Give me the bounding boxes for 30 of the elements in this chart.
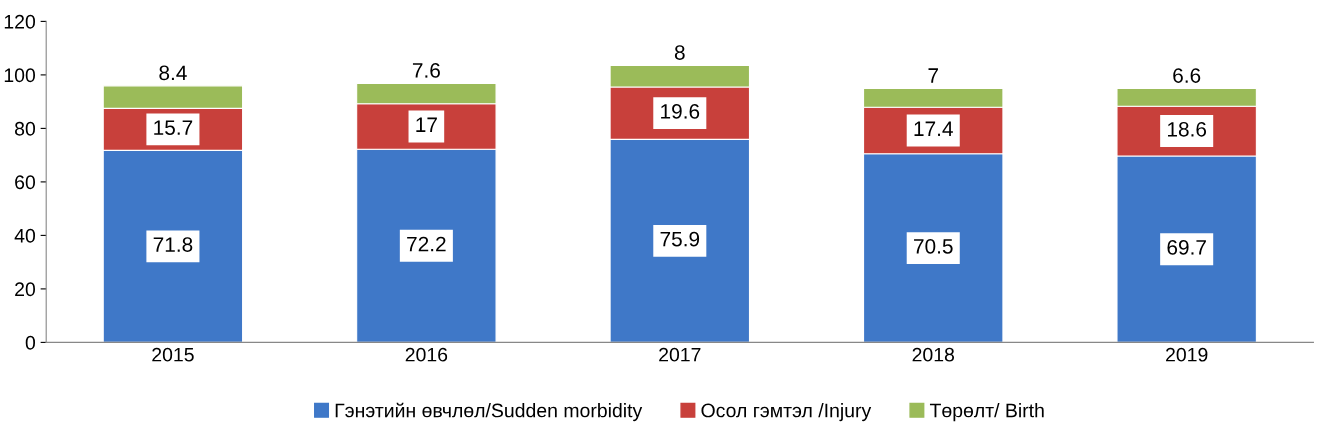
y-tick-label: 120 [4, 14, 36, 29]
data-label: 19.6 [661, 103, 700, 119]
data-label: 17 [416, 117, 437, 132]
x-tick-label: 2015 [152, 347, 194, 362]
y-tick-label: 80 [15, 121, 36, 136]
y-tick-label: 40 [14, 228, 36, 243]
data-label: 69.7 [1167, 240, 1206, 255]
data-label: 15.7 [154, 120, 193, 135]
y-tick-label: 60 [15, 175, 36, 190]
data-label: 8.4 [159, 65, 187, 81]
data-label: 75.9 [660, 231, 700, 247]
legend-label: Осол гэмтэл /Injury [701, 403, 872, 422]
data-label: 18.6 [1168, 121, 1207, 137]
data-label: 71.8 [153, 237, 193, 252]
data-label: 7 [928, 68, 938, 83]
y-tick-label: 20 [15, 282, 36, 297]
x-tick-label: 2016 [405, 347, 448, 362]
y-tick-label: 0 [25, 335, 36, 350]
y-tick-label: 100 [4, 68, 36, 83]
data-label: 7.6 [412, 63, 440, 78]
data-label: 6.6 [1173, 68, 1201, 83]
data-label: 8 [674, 45, 685, 60]
data-label: 70.5 [914, 238, 953, 254]
legend-label: Төрөлт/ Birth [929, 403, 1044, 422]
data-label: 17.4 [914, 121, 953, 136]
x-tick-label: 2017 [659, 347, 701, 362]
x-tick-label: 2018 [912, 347, 955, 362]
x-tick-label: 2019 [1166, 347, 1208, 362]
data-label: 72.2 [407, 236, 446, 252]
legend-label: Гэнэтийн өвчлөл/Sudden morbidity [335, 402, 643, 422]
